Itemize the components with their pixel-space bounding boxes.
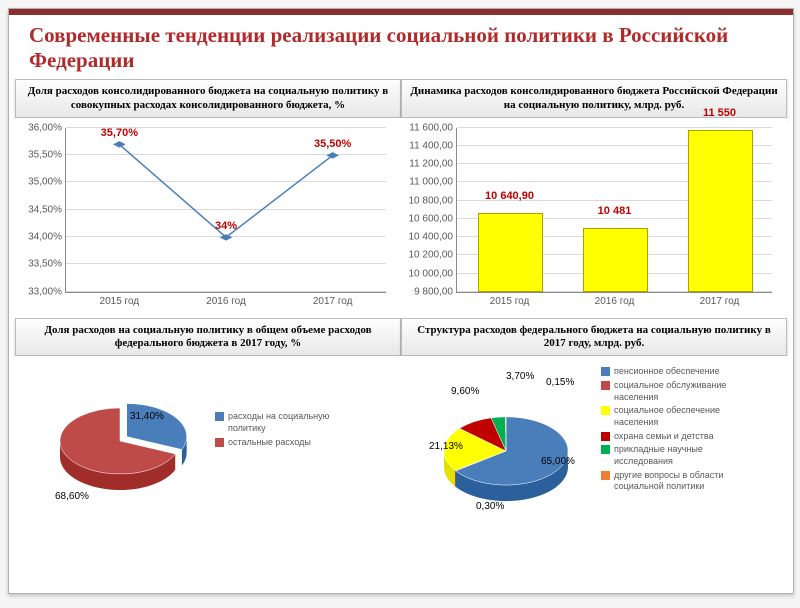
bar-chart: 9 800,0010 000,0010 200,0010 400,0010 60… — [401, 118, 787, 318]
slide-frame: Современные тенденции реализации социаль… — [8, 8, 794, 594]
subtitle-pie2: Структура расходов федерального бюджета … — [401, 318, 787, 356]
pie-chart-1: 31,40%68,60%расходы на социальную полити… — [15, 356, 401, 546]
subtitle-pie1: Доля расходов на социальную политику в о… — [15, 318, 401, 356]
pie-chart-2: 65,00%0,30%21,13%9,60%3,70%0,15%пенсионн… — [401, 356, 787, 546]
accent-bar — [9, 9, 793, 15]
line-chart: 33,00%33,50%34,00%34,50%35,00%35,50%36,0… — [15, 118, 401, 318]
main-title: Современные тенденции реализации социаль… — [9, 9, 793, 79]
subtitle-line-chart: Доля расходов консолидированного бюджета… — [15, 79, 401, 117]
